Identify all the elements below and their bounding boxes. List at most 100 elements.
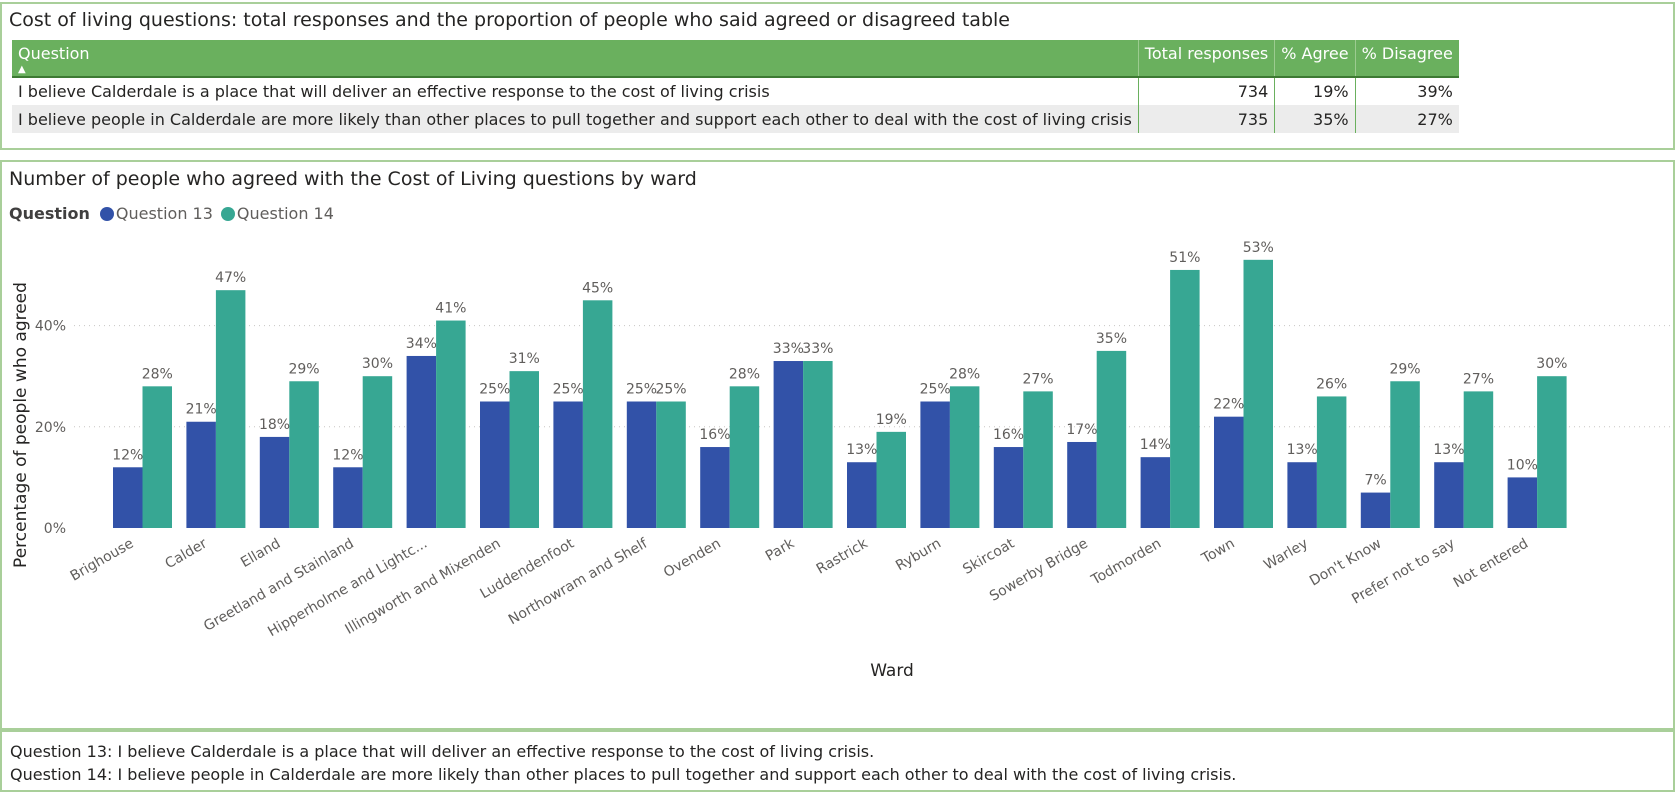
table-row[interactable]: I believe people in Calderdale are more … — [12, 105, 1459, 133]
data-label: 28% — [729, 366, 760, 382]
data-label: 31% — [509, 351, 540, 367]
bar-question-14-luddendenfoot — [582, 300, 613, 528]
data-label: 16% — [993, 427, 1024, 443]
data-label: 21% — [186, 402, 217, 418]
table-panel: Cost of living questions: total response… — [0, 2, 1675, 150]
data-label: 29% — [1389, 361, 1420, 377]
data-label: 14% — [1140, 437, 1171, 453]
bar-question-13-ryburn — [920, 401, 950, 528]
x-tick-label: Ovenden — [661, 536, 724, 581]
bar-question-14-hipperholme-and-lightc — [436, 320, 466, 528]
y-axis-title: Percentage of people who agreed — [11, 282, 31, 568]
legend-item-question-14[interactable]: Question 14 — [220, 204, 334, 223]
data-label: 41% — [435, 301, 466, 317]
bar-question-13-todmorden — [1140, 457, 1171, 528]
bar-question-13-prefer-not-to-say — [1434, 462, 1464, 528]
bar-question-13-brighouse — [113, 467, 143, 528]
bar-question-14-todmorden — [1170, 269, 1200, 528]
bar-question-14-rastrick — [876, 431, 906, 528]
data-label: 45% — [582, 280, 613, 296]
bar-question-13-skircoat — [993, 447, 1024, 528]
bar-question-14-don-t-know — [1390, 381, 1420, 528]
data-label: 22% — [1213, 397, 1244, 413]
notes-panel: Question 13: I believe Calderdale is a p… — [0, 730, 1675, 792]
bar-question-13-park — [773, 361, 804, 528]
bar-question-13-town — [1214, 416, 1244, 528]
data-label: 33% — [773, 341, 804, 357]
bar-question-14-greetland-and-stainland — [362, 376, 393, 528]
bar-question-13-don-t-know — [1360, 492, 1391, 528]
bar-question-14-calder — [215, 290, 246, 528]
x-tick-label: Park — [763, 535, 798, 564]
data-label: 13% — [846, 442, 877, 458]
data-label: 12% — [112, 447, 143, 463]
x-axis-title: Ward — [870, 661, 914, 681]
bar-question-14-park — [803, 361, 833, 528]
x-tick-label: Ryburn — [893, 536, 944, 575]
bar-question-13-warley — [1287, 462, 1317, 528]
bar-question-13-calder — [186, 421, 216, 528]
bar-question-13-illingworth-and-mixenden — [480, 401, 510, 528]
y-tick-label: 0% — [44, 521, 66, 537]
bar-question-14-brighouse — [142, 386, 172, 528]
data-label: 17% — [1066, 422, 1097, 438]
row-agree-cell: 35% — [1274, 105, 1356, 133]
row-disagree-cell: 27% — [1354, 105, 1459, 133]
sort-ascending-icon[interactable]: ▲ — [18, 64, 26, 75]
chart-legend: Question Question 13 Question 14 — [9, 204, 342, 223]
data-label: 25% — [553, 382, 584, 398]
data-label: 26% — [1316, 376, 1347, 392]
note-question-14: Question 14: I believe people in Calderd… — [10, 765, 1237, 784]
legend-label-question-13: Question 13 — [115, 204, 213, 223]
x-tick-label: Elland — [238, 536, 283, 571]
table-header-row: Question ▲ Total responses % Agree % Dis… — [12, 40, 1459, 77]
data-label: 30% — [1536, 356, 1567, 372]
data-label: 12% — [332, 447, 363, 463]
bar-question-14-skircoat — [1023, 391, 1053, 528]
x-tick-label: Rastrick — [814, 535, 871, 577]
row-question-cell: I believe Calderdale is a place that wil… — [12, 76, 1139, 105]
legend-label-question-14: Question 14 — [236, 204, 334, 223]
row-question-cell: I believe people in Calderdale are more … — [12, 105, 1139, 133]
bar-question-13-northowram-and-shelf — [626, 401, 657, 528]
data-label: 35% — [1096, 331, 1127, 347]
bar-question-13-not-entered — [1507, 477, 1538, 528]
x-tick-label: Northowram and Shelf — [506, 535, 651, 628]
data-label: 34% — [406, 336, 437, 352]
table-row[interactable]: I believe Calderdale is a place that wil… — [12, 76, 1459, 105]
data-label: 28% — [949, 366, 980, 382]
row-total-cell: 734 — [1137, 76, 1275, 105]
chart-panel: Number of people who agreed with the Cos… — [0, 160, 1675, 730]
bar-question-13-greetland-and-stainland — [333, 467, 363, 528]
data-label: 25% — [479, 382, 510, 398]
column-header-agree[interactable]: % Agree — [1274, 40, 1356, 77]
x-tick-label: Brighouse — [68, 536, 137, 585]
column-header-disagree[interactable]: % Disagree — [1354, 40, 1459, 77]
bar-question-13-ovenden — [700, 447, 730, 528]
bar-question-14-illingworth-and-mixenden — [509, 371, 539, 528]
bar-chart: Percentage of people who agreed 0% 20% 40% 1… — [11, 240, 1673, 681]
column-header-question[interactable]: Question ▲ — [12, 40, 1139, 77]
data-label: 53% — [1243, 240, 1274, 256]
data-label: 51% — [1169, 250, 1200, 266]
data-label: 27% — [1463, 371, 1494, 387]
legend-item-question-13[interactable]: Question 13 — [99, 204, 213, 223]
data-label: 28% — [142, 366, 173, 382]
y-tick-label: 20% — [35, 420, 66, 436]
bar-question-14-prefer-not-to-say — [1463, 391, 1494, 528]
data-label: 13% — [1433, 442, 1464, 458]
table-title: Cost of living questions: total response… — [9, 9, 1010, 31]
data-label: 19% — [876, 412, 907, 428]
data-label: 47% — [215, 270, 246, 286]
y-tick-label: 40% — [35, 319, 66, 335]
bar-question-13-hipperholme-and-lightc — [406, 355, 437, 528]
bar-question-14-ovenden — [729, 386, 760, 528]
row-disagree-cell: 39% — [1354, 76, 1459, 105]
column-header-total-responses[interactable]: Total responses — [1137, 40, 1275, 77]
legend-title: Question — [9, 204, 90, 223]
data-label: 25% — [655, 382, 686, 398]
x-tick-label: Calder — [162, 535, 210, 572]
note-question-13: Question 13: I believe Calderdale is a p… — [10, 742, 875, 761]
legend-dot-question-14 — [220, 206, 235, 221]
x-tick-label: Town — [1198, 536, 1237, 568]
